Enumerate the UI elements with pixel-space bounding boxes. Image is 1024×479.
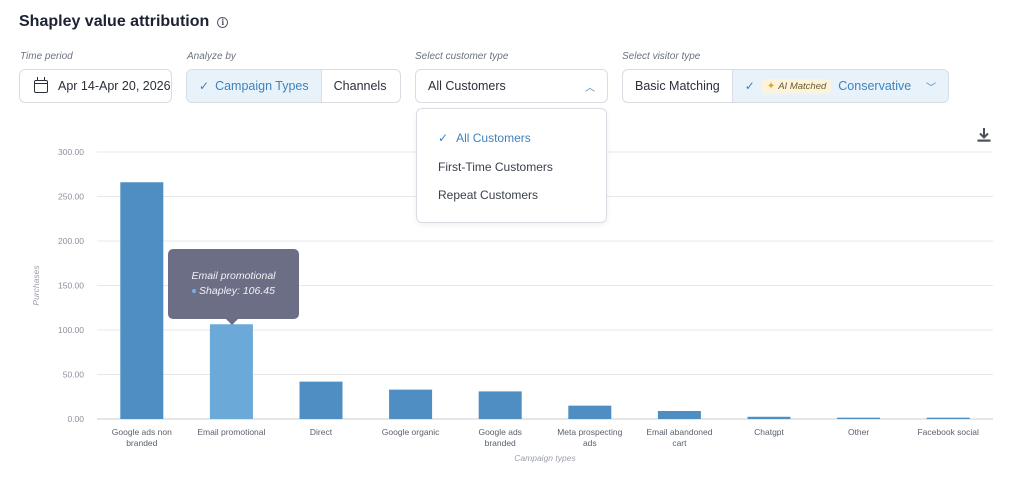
campaign-types-label: Campaign Types — [215, 79, 309, 93]
check-icon: ✓ — [438, 131, 449, 145]
x-tick-label: Other — [848, 427, 869, 437]
y-tick-label: 50.00 — [63, 370, 85, 380]
x-tick-label: Email promotional — [197, 427, 265, 437]
x-axis-label: Campaign types — [514, 453, 576, 463]
x-tick-label: Google ads non — [112, 427, 172, 437]
y-tick-label: 200.00 — [58, 236, 84, 246]
dropdown-option-first-time-customers[interactable]: First-Time Customers — [438, 160, 553, 174]
dropdown-option-repeat-customers[interactable]: Repeat Customers — [438, 188, 539, 202]
ai-matched-chip: ✦ AI Matched — [761, 78, 832, 94]
y-axis-label: Purchases — [31, 265, 41, 306]
customer-type-dropdown: ✓ All Customers First-Time Customers Repe… — [416, 108, 607, 223]
y-tick-label: 100.00 — [58, 325, 84, 335]
visitor-basic-matching[interactable]: Basic Matching — [623, 70, 733, 102]
ai-mode-label: Conservative — [838, 79, 912, 93]
x-tick-label: Direct — [310, 427, 333, 437]
x-tick-label: branded — [126, 438, 157, 448]
bar — [837, 417, 881, 419]
time-period-label: Time period — [20, 51, 73, 62]
x-tick-label: ads — [583, 438, 597, 448]
chart-tooltip: Email promotional Shapley: 106.45 — [168, 249, 299, 325]
customer-type-label: Select customer type — [415, 51, 509, 62]
option-label: All Customers — [456, 131, 531, 145]
bar — [657, 410, 701, 419]
analyze-by-toggle[interactable]: ✓ Campaign Types Channels — [186, 69, 401, 103]
x-tick-label: Email abandoned — [646, 427, 712, 437]
visitor-type-toggle[interactable]: Basic Matching ✓ ✦ AI Matched Conservati… — [622, 69, 949, 103]
page-title: Shapley value attribution i — [19, 13, 229, 31]
customer-type-select[interactable]: All Customers ︿ — [415, 69, 608, 103]
basic-matching-label: Basic Matching — [635, 79, 720, 93]
info-icon[interactable]: i — [217, 16, 229, 28]
bar — [389, 389, 433, 419]
check-icon: ✓ — [744, 79, 755, 93]
bar — [747, 416, 791, 419]
tooltip-title: Email promotional — [191, 270, 276, 282]
bar — [926, 417, 970, 419]
x-tick-label: Google organic — [382, 427, 440, 437]
x-tick-label: Facebook social — [917, 427, 979, 437]
bar-chart: 0.00 50.00 100.00 150.00 200.00 250.00 300.00 G… — [31, 147, 993, 463]
x-tick-label: Google ads — [478, 427, 521, 437]
analyze-by-campaign-types[interactable]: ✓ Campaign Types — [187, 70, 322, 102]
customer-type-value: All Customers — [428, 79, 506, 93]
visitor-type-label: Select visitor type — [622, 51, 701, 62]
analyze-by-label: Analyze by — [187, 51, 236, 62]
date-range-value: Apr 14-Apr 20, 2026 — [58, 79, 171, 93]
x-tick-label: Chatgpt — [754, 427, 784, 437]
x-tick-label: branded — [485, 438, 516, 448]
page-title-text: Shapley value attribution — [19, 13, 210, 30]
series-dot-icon — [192, 289, 197, 294]
bar — [299, 381, 343, 419]
download-icon[interactable] — [976, 127, 992, 143]
bar — [120, 182, 164, 419]
ai-matched-label: AI Matched — [778, 80, 827, 92]
y-tick-label: 250.00 — [58, 192, 84, 202]
sparkle-icon: ✦ — [766, 80, 776, 92]
chevron-down-icon[interactable]: ﹀ — [926, 82, 936, 94]
bar — [568, 405, 612, 419]
analyze-by-channels[interactable]: Channels — [322, 70, 399, 102]
date-range-picker[interactable]: Apr 14-Apr 20, 2026 — [19, 69, 172, 103]
chevron-up-icon: ︿ — [585, 82, 595, 94]
dropdown-option-all-customers[interactable]: ✓ All Customers — [438, 131, 531, 145]
tooltip-value: Shapley: 106.45 — [199, 285, 275, 297]
tooltip-value-row: Shapley: 106.45 — [168, 284, 299, 299]
y-tick-label: 300.00 — [58, 147, 84, 157]
bar — [478, 391, 522, 419]
bar — [209, 324, 253, 419]
visitor-ai-matched[interactable]: ✓ ✦ AI Matched Conservative ﹀ — [732, 70, 948, 102]
y-tick-label: 150.00 — [58, 281, 84, 291]
channels-label: Channels — [333, 79, 387, 93]
calendar-icon — [34, 76, 48, 93]
x-tick-label: Meta prospecting — [557, 427, 622, 437]
x-tick-label: cart — [672, 438, 687, 448]
check-icon: ✓ — [199, 79, 210, 93]
y-tick-label: 0.00 — [67, 414, 84, 424]
